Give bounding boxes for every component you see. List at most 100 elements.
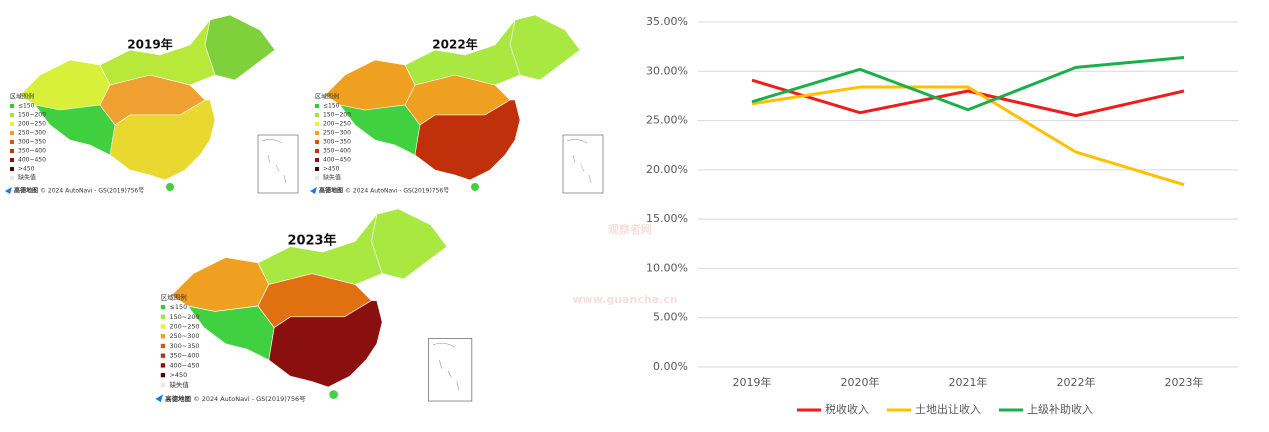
y-tick-label: 0.00% (653, 360, 688, 373)
legend-label: 上级补助收入 (1027, 402, 1093, 416)
legend-swatch (315, 122, 319, 126)
map-region (257, 213, 383, 285)
legend-label: >450 (169, 371, 187, 379)
credit: © 2024 AutoNavi - GS(2019)756号 (345, 188, 449, 195)
credit: © 2024 AutoNavi - GS(2019)756号 (40, 188, 144, 195)
x-tick-label: 2023年 (1165, 375, 1204, 389)
legend-label: 200~250 (169, 323, 199, 331)
legend-swatch (10, 113, 14, 117)
legend-label: 300~350 (169, 342, 199, 350)
legend-label: 150~200 (169, 313, 199, 321)
legend-label: 税收收入 (825, 402, 869, 416)
x-tick-label: 2021年 (949, 375, 988, 389)
legend-label: 土地出让收入 (915, 402, 981, 416)
map-title: 2022年 (432, 37, 477, 52)
legend-swatch (10, 176, 14, 180)
legend-swatch (10, 158, 14, 162)
map-region (509, 14, 581, 81)
brand-icon (310, 187, 317, 194)
map-region (109, 99, 216, 181)
map-region (34, 104, 116, 156)
map-region (371, 208, 448, 280)
legend-swatch (160, 343, 166, 349)
legend-label: 300~350 (323, 139, 351, 146)
legend-label: 150~200 (18, 112, 46, 119)
legend-swatch (160, 304, 166, 310)
line (751, 85, 1185, 187)
map-region (414, 99, 521, 181)
legend-swatch (160, 382, 166, 387)
island (166, 183, 174, 191)
legend-title: 区域图例 (161, 292, 187, 301)
legend-swatch (315, 149, 319, 153)
x-tick-label: 2020年 (841, 375, 880, 389)
brand: 高德地图 (165, 394, 191, 403)
legend-swatch (160, 324, 166, 329)
legend-label: 250~300 (169, 332, 199, 340)
legend-swatch (160, 334, 166, 339)
map-region (404, 19, 521, 86)
legend-swatch (315, 176, 319, 180)
legend-swatch (160, 314, 166, 319)
legend-swatch (315, 158, 319, 162)
watermark: 观察者网 (608, 222, 652, 236)
legend-label: 350~400 (18, 148, 46, 155)
legend-swatch (10, 122, 14, 126)
legend-swatch (10, 167, 14, 171)
legend-label: 400~450 (169, 361, 199, 369)
legend-swatch (10, 104, 14, 108)
legend-label: ≤150 (323, 103, 340, 110)
legend-label: 缺失值 (169, 380, 189, 389)
line (751, 55, 1185, 112)
legend-label: >450 (323, 166, 340, 173)
inset (257, 134, 299, 194)
legend-swatch (160, 372, 166, 378)
island (471, 183, 479, 191)
legend-swatch (10, 149, 14, 153)
legend-swatch (10, 140, 14, 144)
legend-label: ≤150 (18, 103, 35, 110)
brand-icon (5, 187, 12, 194)
legend-label: 350~400 (323, 148, 351, 155)
legend-label: >450 (18, 166, 35, 173)
legend-label: 400~450 (323, 157, 351, 164)
brand: 高德地图 (14, 187, 38, 195)
legend-label: 250~300 (18, 130, 46, 137)
legend-label: 300~350 (18, 139, 46, 146)
y-tick-label: 10.00% (646, 261, 688, 274)
legend-label: 缺失值 (323, 174, 341, 182)
inset-coast (566, 139, 592, 184)
legend-swatch (160, 353, 166, 358)
watermark-url: www.guancha.cn (572, 293, 677, 306)
y-tick-label: 30.00% (646, 64, 688, 77)
map-region (204, 14, 276, 81)
legend-label: ≤150 (169, 303, 187, 311)
y-tick-label: 35.00% (646, 15, 688, 28)
legend-swatch (10, 131, 14, 135)
y-tick-label: 5.00% (653, 311, 688, 324)
legend-swatch (315, 104, 319, 108)
map-title: 2019年 (127, 37, 172, 52)
map-region (99, 19, 216, 86)
legend-title: 区域图例 (10, 93, 34, 101)
legend-title: 区域图例 (315, 93, 339, 101)
legend-swatch (160, 363, 166, 368)
legend-label: 350~400 (169, 352, 199, 360)
line (751, 78, 1185, 118)
legend-swatch (315, 113, 319, 117)
legend-swatch (315, 131, 319, 135)
brand-icon (155, 394, 163, 403)
legend-label: 缺失值 (18, 174, 36, 182)
map-region (268, 300, 383, 388)
inset-coast (432, 342, 460, 391)
map-region (187, 305, 275, 361)
y-tick-label: 15.00% (646, 212, 688, 225)
legend-swatch (315, 167, 319, 171)
credit: © 2024 AutoNavi - GS(2019)756号 (193, 395, 306, 403)
map-title: 2023年 (287, 233, 336, 249)
inset (428, 338, 473, 402)
legend-label: 200~250 (323, 121, 351, 128)
